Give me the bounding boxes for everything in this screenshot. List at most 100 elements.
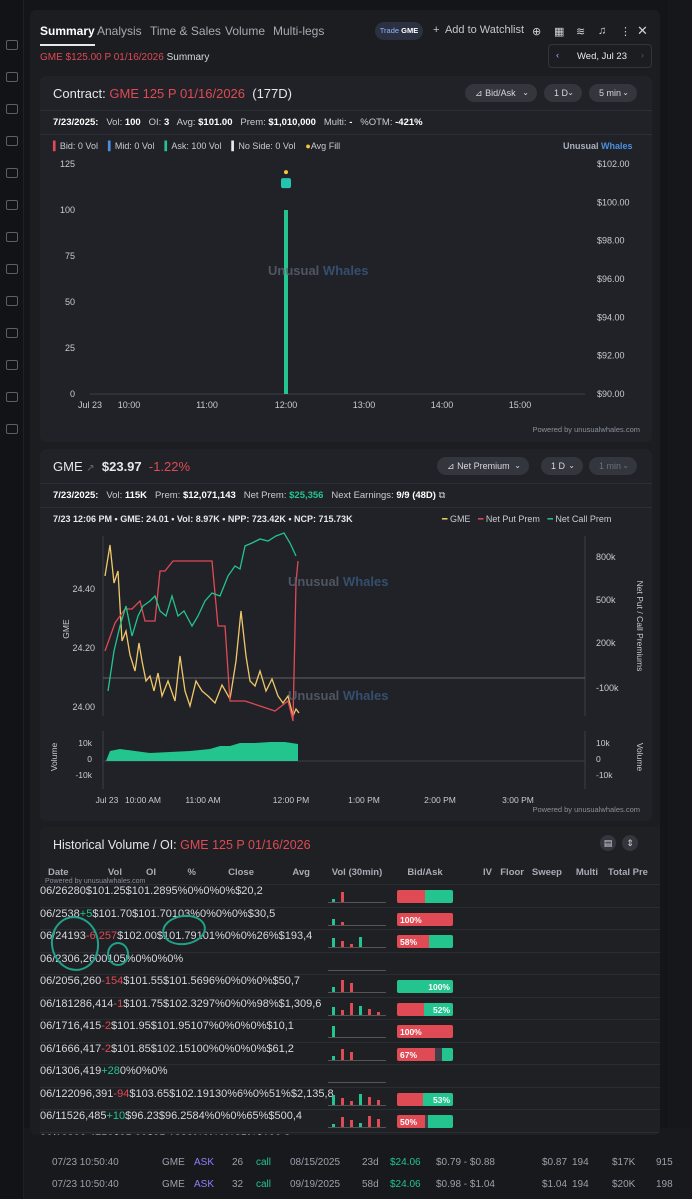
nav-icon[interactable]	[6, 232, 18, 242]
legend-call[interactable]: Net Call Prem	[555, 514, 612, 524]
add-circle-icon[interactable]: ⊕	[532, 26, 542, 38]
tab-analysis[interactable]: Analysis	[97, 24, 142, 38]
legend-bid[interactable]: Bid: 0 Vol	[59, 141, 98, 151]
tab-time-sales[interactable]: Time & Sales	[150, 24, 221, 38]
trade-marker[interactable]	[281, 178, 291, 189]
nav-icon[interactable]	[6, 136, 18, 146]
table-row[interactable]: 06/1666,417-2$101.85$102.15 67% 100%0%0%0%…	[40, 1041, 660, 1065]
table-row[interactable]: 06/11526,485+10$96.23$96.25 50% 84%0%0%65%…	[40, 1109, 660, 1132]
trade-button[interactable]: Trade GME	[375, 22, 423, 40]
volume-area[interactable]	[106, 742, 298, 761]
cell-sweep: 0%	[234, 1020, 251, 1032]
gme-chart[interactable]: 24.40 24.20 24.00 800k 500k 200k -100k GME Net P…	[40, 531, 652, 811]
bid-ask-select[interactable]: ⊿ Bid/Ask ⌄	[465, 84, 537, 102]
y2-tick-label: 500k	[596, 595, 616, 605]
spark-bar	[368, 1116, 371, 1127]
table-row[interactable]: 06/26280$101.25$101.28 95%0%0%0%$20,2	[40, 884, 660, 907]
table-row[interactable]: 06/1716,415-2$101.95$101.95 100% 107%0%0%0…	[40, 1019, 660, 1042]
flow-cell-price: $0.87	[542, 1157, 568, 1168]
table-row[interactable]: 06/122096,391-94$103.65$102.19 53% 130%6%0…	[40, 1086, 660, 1110]
column-header[interactable]: Vol	[107, 867, 122, 878]
table-row[interactable]: 06/181286,414-1$101.75$102.32 52% 97%0%0%9…	[40, 996, 660, 1020]
table-row[interactable]: 06/24193-6,257$102.00$101.79 58% 101%0%0%2…	[40, 929, 660, 952]
column-header[interactable]: %	[187, 867, 196, 878]
table-row[interactable]: 06/2306,2600 105%0%0%0%	[40, 951, 660, 975]
powered-by: Powered by unusualwhales.com	[532, 425, 640, 434]
gme-price-line[interactable]	[104, 544, 300, 719]
add-watchlist-button[interactable]: + Add to Watchlist	[433, 24, 524, 36]
column-header[interactable]: Vol (30min)	[331, 867, 383, 878]
legend-noside[interactable]: No Side: 0 Vol	[238, 141, 296, 151]
ask-volume-bar[interactable]	[284, 210, 288, 394]
spark-bar	[359, 1005, 362, 1015]
cell-sweep: 0%	[215, 907, 232, 920]
legend-mid[interactable]: Mid: 0 Vol	[114, 141, 155, 151]
range-select[interactable]: 1 D ⌄	[541, 457, 583, 475]
nav-icon[interactable]	[6, 104, 18, 114]
chevron-left-icon[interactable]: ‹	[556, 50, 560, 61]
legend-ask[interactable]: Ask: 100 Vol	[171, 141, 222, 151]
net-put-prem-line[interactable]	[104, 560, 299, 722]
net-premium-select[interactable]: ⊿ Net Premium ⌄	[437, 457, 529, 475]
more-icon[interactable]: ⋮	[620, 26, 631, 38]
spark-bar	[350, 1051, 353, 1060]
column-header[interactable]: IV	[483, 867, 492, 878]
nav-icon[interactable]	[6, 72, 18, 82]
nav-icon[interactable]	[6, 392, 18, 402]
date-label[interactable]: Wed, Jul 23	[577, 51, 627, 62]
table-row[interactable]: 06/2056,260-154$101.55$101.56 100% 96%0%0%…	[40, 974, 660, 997]
nav-icon[interactable]	[6, 424, 18, 434]
calculator-icon[interactable]: ▦	[554, 26, 565, 38]
nav-icon[interactable]	[6, 168, 18, 178]
calendar-icon[interactable]: ▤	[600, 835, 616, 851]
x-tick-label: 1:00 PM	[348, 795, 380, 805]
external-link-icon[interactable]: ↗	[86, 463, 95, 474]
nav-icon[interactable]	[6, 328, 18, 338]
cell-sweep: 0%	[230, 1110, 247, 1122]
tab-multi-legs[interactable]: Multi-legs	[273, 24, 325, 38]
nav-icon[interactable]	[6, 200, 18, 210]
interval-select[interactable]: 1 min ⌄	[589, 457, 637, 475]
chevron-right-icon[interactable]: ›	[640, 50, 644, 61]
sort-icon[interactable]: ⇕	[622, 835, 638, 851]
cell-vol: 0	[67, 952, 74, 965]
tab-volume[interactable]: Volume	[225, 24, 266, 38]
column-header[interactable]: Bid/Ask	[407, 867, 443, 878]
table-row[interactable]: 06/10206,4750$95.00$95.1275%88%0%0%25%$1…	[40, 1131, 660, 1135]
column-header[interactable]: Avg	[292, 867, 310, 878]
flow-row[interactable]: 07/23 10:50:40 GME ASK 32 call 09/19/2025 58d $…	[24, 1174, 692, 1196]
cell-sweep: 0%	[240, 930, 257, 942]
flow-icon[interactable]: ≋	[576, 26, 586, 38]
cell-avg: $101.28	[125, 885, 166, 897]
cell-iv: 95%	[165, 885, 188, 897]
nav-icon[interactable]	[6, 296, 18, 306]
contract-chart[interactable]: 125 100 75 50 25 0 $102.00 $100.00 $98.00 $96.00 $…	[40, 154, 652, 434]
column-header[interactable]: Date	[48, 867, 69, 878]
flow-row[interactable]: 07/23 10:50:40 GME ASK 26 call 08/15/2025 23d $…	[24, 1152, 692, 1174]
column-header[interactable]: Multi	[575, 867, 598, 878]
table-row[interactable]: 06/2538+5$101.70$101.70 100% 103%0%0%0%$30…	[40, 906, 660, 930]
bell-icon[interactable]: ♫	[598, 25, 607, 37]
stat-date: 7/23/2025:	[53, 117, 99, 128]
nav-icon[interactable]	[6, 40, 18, 50]
avg-fill-dot[interactable]	[284, 170, 288, 175]
close-icon[interactable]: ✕	[637, 23, 648, 38]
flow-cell-size: 32	[232, 1179, 244, 1190]
column-header[interactable]: Floor	[500, 867, 524, 878]
external-link-icon[interactable]: ⧉	[438, 490, 446, 501]
nav-icon[interactable]	[6, 264, 18, 274]
net-call-prem-line[interactable]	[107, 532, 297, 692]
table-row[interactable]: 06/1306,419+28 0%0%0%	[40, 1064, 660, 1087]
interval-select[interactable]: 5 min ⌄	[589, 84, 637, 102]
column-header[interactable]: Close	[228, 867, 254, 878]
tab-summary[interactable]: Summary	[40, 24, 95, 46]
nav-icon[interactable]	[6, 360, 18, 370]
column-header[interactable]: Sweep	[531, 867, 562, 878]
range-select[interactable]: 1 D ⌄	[544, 84, 582, 102]
legend-gme[interactable]: GME	[449, 514, 471, 524]
column-header[interactable]: Total Pre	[608, 867, 648, 878]
legend-avgfill[interactable]: Avg Fill	[310, 141, 341, 151]
legend-put[interactable]: Net Put Prem	[485, 514, 540, 524]
column-header[interactable]: OI	[145, 867, 156, 878]
flow-cell-oi: 194	[572, 1179, 589, 1190]
